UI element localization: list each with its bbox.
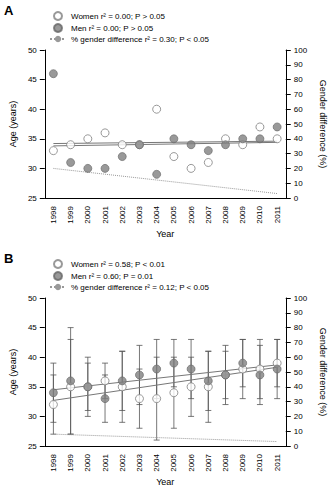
- svg-text:2010: 2010: [255, 453, 264, 471]
- svg-text:B: B: [4, 251, 13, 266]
- svg-text:2010: 2010: [255, 205, 264, 223]
- svg-text:2003: 2003: [135, 453, 144, 471]
- svg-text:2001: 2001: [101, 453, 110, 471]
- svg-text:70: 70: [294, 338, 303, 347]
- svg-text:100: 100: [294, 46, 308, 55]
- svg-text:10: 10: [294, 427, 303, 436]
- svg-text:40: 40: [294, 382, 303, 391]
- svg-text:60: 60: [294, 105, 303, 114]
- svg-text:2009: 2009: [238, 205, 247, 223]
- svg-text:50: 50: [28, 46, 37, 55]
- svg-text:40: 40: [294, 134, 303, 143]
- svg-text:30: 30: [294, 149, 303, 158]
- svg-text:100: 100: [294, 294, 308, 303]
- svg-text:Year: Year: [156, 477, 174, 487]
- svg-text:35: 35: [28, 382, 37, 391]
- svg-text:45: 45: [28, 323, 37, 332]
- svg-text:Women r² = 0.58; P < 0.01: Women r² = 0.58; P < 0.01: [71, 260, 166, 269]
- svg-text:2007: 2007: [204, 205, 213, 223]
- svg-text:25: 25: [28, 442, 37, 451]
- svg-text:1998: 1998: [49, 453, 58, 471]
- svg-text:35: 35: [28, 134, 37, 143]
- svg-text:Gender difference (%): Gender difference (%): [318, 80, 328, 168]
- svg-text:2007: 2007: [204, 453, 213, 471]
- svg-text:30: 30: [28, 412, 37, 421]
- svg-text:10: 10: [294, 179, 303, 188]
- svg-text:50: 50: [294, 120, 303, 129]
- svg-text:2006: 2006: [187, 453, 196, 471]
- svg-text:80: 80: [294, 75, 303, 84]
- svg-text:0: 0: [294, 442, 299, 451]
- svg-text:60: 60: [294, 353, 303, 362]
- svg-text:50: 50: [28, 294, 37, 303]
- svg-text:40: 40: [28, 105, 37, 114]
- svg-text:Year: Year: [156, 229, 174, 239]
- svg-text:90: 90: [294, 308, 303, 317]
- svg-text:Men r² = 0.60; P = 0.01: Men r² = 0.60; P = 0.01: [71, 272, 154, 281]
- svg-text:2011: 2011: [273, 205, 282, 223]
- svg-text:Gender difference (%): Gender difference (%): [318, 328, 328, 416]
- svg-text:A: A: [4, 3, 14, 18]
- svg-text:2003: 2003: [135, 205, 144, 223]
- svg-text:2011: 2011: [273, 453, 282, 471]
- svg-text:2002: 2002: [118, 205, 127, 223]
- svg-text:Women r² = 0.00; P > 0.05: Women r² = 0.00; P > 0.05: [71, 12, 166, 21]
- svg-text:2005: 2005: [169, 205, 178, 223]
- svg-text:20: 20: [294, 164, 303, 173]
- svg-text:70: 70: [294, 90, 303, 99]
- svg-text:Men r² = 0.00; P > 0.05: Men r² = 0.00; P > 0.05: [71, 24, 154, 33]
- svg-text:Age (years): Age (years): [8, 101, 18, 148]
- svg-text:2005: 2005: [169, 453, 178, 471]
- svg-text:2001: 2001: [101, 205, 110, 223]
- svg-text:25: 25: [28, 194, 37, 203]
- svg-text:1999: 1999: [66, 453, 75, 471]
- svg-text:20: 20: [294, 412, 303, 421]
- svg-text:Age (years): Age (years): [8, 349, 18, 396]
- svg-text:30: 30: [294, 397, 303, 406]
- svg-text:2008: 2008: [221, 453, 230, 471]
- svg-text:% gender difference r² = 0.12;: % gender difference r² = 0.12; P < 0.05: [71, 283, 210, 292]
- svg-text:1999: 1999: [66, 205, 75, 223]
- svg-text:2004: 2004: [152, 205, 161, 223]
- svg-text:2000: 2000: [83, 205, 92, 223]
- svg-text:0: 0: [294, 194, 299, 203]
- svg-text:% gender difference r² = 0.30;: % gender difference r² = 0.30; P < 0.05: [71, 35, 210, 44]
- svg-text:1998: 1998: [49, 205, 58, 223]
- svg-text:50: 50: [294, 368, 303, 377]
- svg-text:30: 30: [28, 164, 37, 173]
- svg-text:2000: 2000: [83, 453, 92, 471]
- svg-text:40: 40: [28, 353, 37, 362]
- svg-text:2006: 2006: [187, 205, 196, 223]
- svg-text:45: 45: [28, 75, 37, 84]
- svg-text:2008: 2008: [221, 205, 230, 223]
- svg-text:90: 90: [294, 60, 303, 69]
- svg-text:2002: 2002: [118, 453, 127, 471]
- svg-text:80: 80: [294, 323, 303, 332]
- svg-text:2009: 2009: [238, 453, 247, 471]
- svg-text:2004: 2004: [152, 453, 161, 471]
